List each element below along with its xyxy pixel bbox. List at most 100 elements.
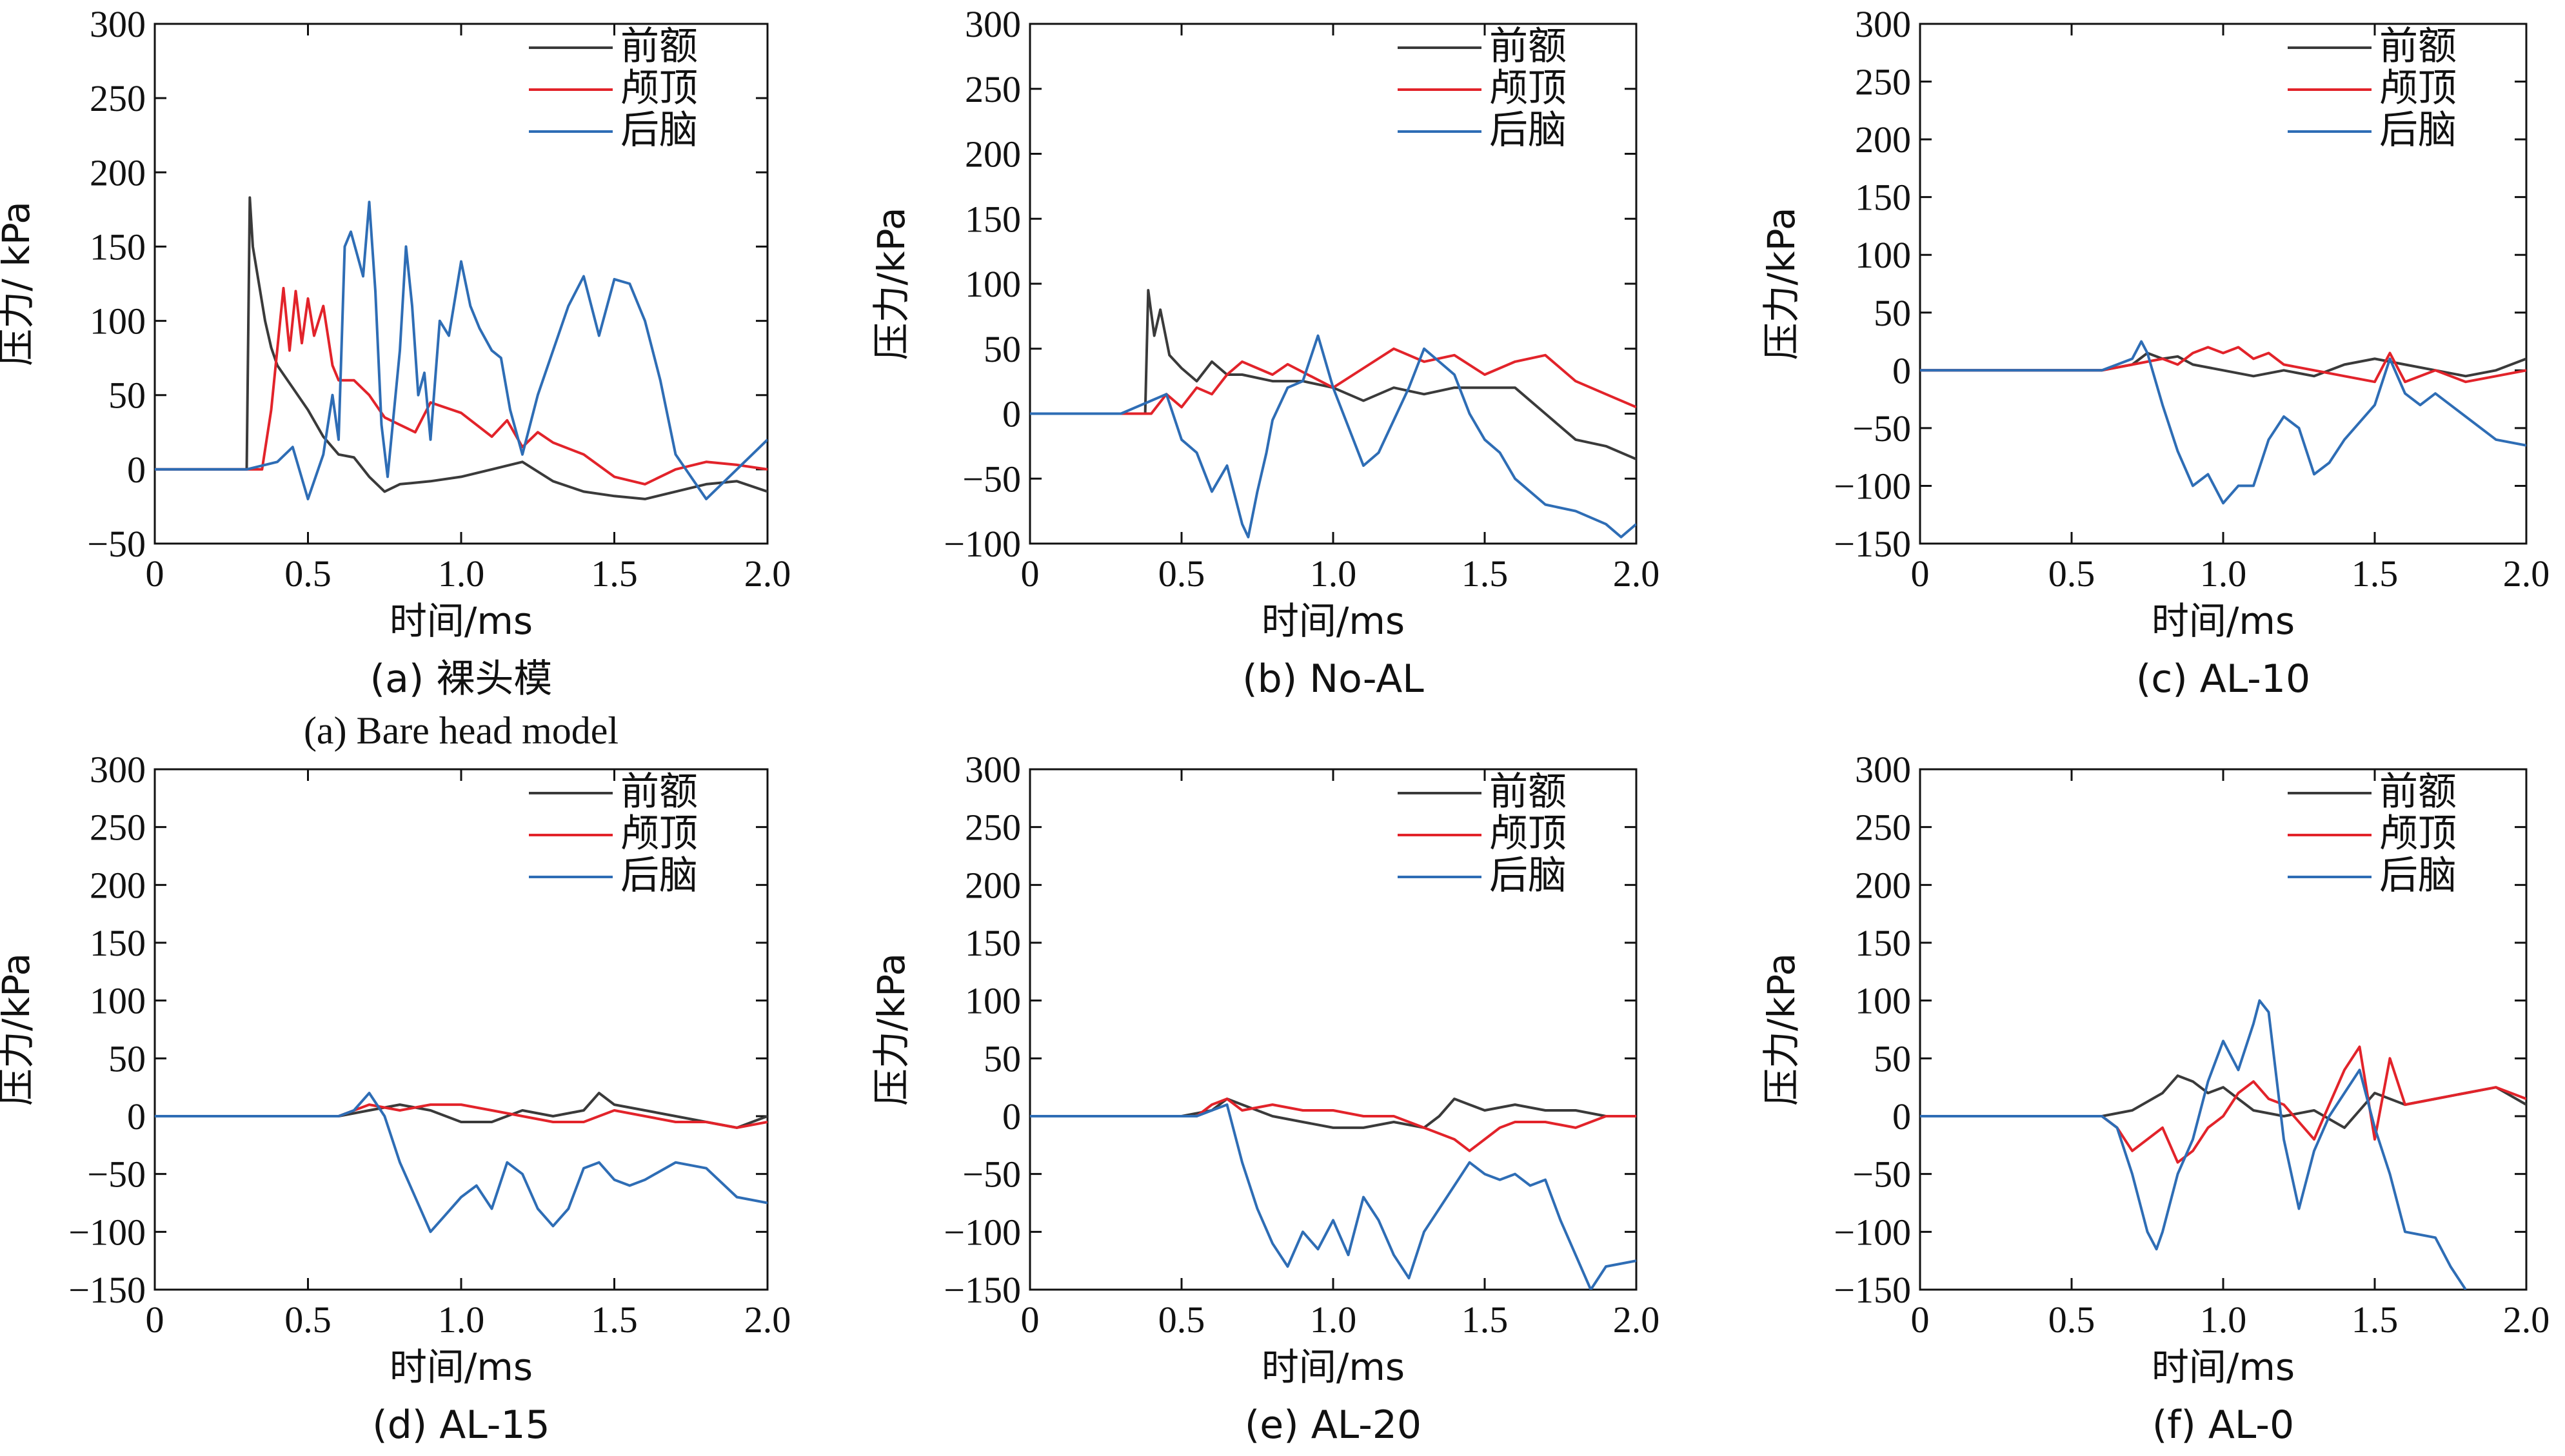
y-tick-label: 250 — [90, 807, 146, 849]
legend-label: 颅顶 — [620, 811, 698, 856]
y-tick-label: 100 — [1855, 980, 1911, 1022]
y-tick-label: 300 — [965, 749, 1021, 791]
chart-panel-5: 0 0.5 1.0 1.5 2.0 −150 −100 −50 0 50 100 150 200 250 3… — [869, 749, 1659, 1448]
y-tick-label: −50 — [962, 1154, 1021, 1195]
legend-label: 颅顶 — [1489, 66, 1567, 111]
y-tick-label: 250 — [965, 807, 1021, 849]
y-tick-label: −150 — [68, 1269, 146, 1311]
x-tick-label: 0.5 — [284, 553, 332, 595]
x-tick-label: 2.0 — [2503, 553, 2550, 595]
y-tick-label: 50 — [108, 1038, 146, 1079]
series-line-前额 — [155, 196, 768, 500]
y-tick-label: 150 — [1855, 922, 1911, 964]
legend-label: 后脑 — [1489, 853, 1567, 898]
x-tick-label: 1.0 — [2200, 1299, 2247, 1341]
y-tick-label: 200 — [1855, 119, 1911, 161]
y-axis-label: 压力/kPa — [869, 953, 913, 1106]
y-axis-label: 压力/kPa — [1759, 207, 1803, 360]
panel-caption: (f) AL-0 — [2152, 1402, 2294, 1448]
y-tick-label: −50 — [1852, 408, 1911, 449]
y-tick-label: 100 — [90, 300, 146, 342]
x-tick-label: 0.5 — [1158, 1299, 1205, 1341]
series-line-后脑 — [155, 1092, 768, 1234]
series-line-颅顶 — [155, 1103, 768, 1129]
legend-label: 后脑 — [1489, 108, 1567, 153]
y-tick-label: −50 — [87, 1154, 146, 1195]
legend-label: 前额 — [620, 24, 698, 69]
y-tick-label: −150 — [944, 1269, 1021, 1311]
y-tick-label: 150 — [965, 922, 1021, 964]
series-line-后脑 — [1920, 340, 2526, 505]
x-tick-label: 1.0 — [1310, 1299, 1357, 1341]
x-tick-label: 2.0 — [744, 553, 791, 595]
x-axis-label: 时间/ms — [2152, 599, 2295, 643]
y-tick-label: 250 — [1855, 807, 1911, 849]
chart-panel-2: 0 0.5 1.0 1.5 2.0 −100 −50 0 50 100 150 200 250 300 时间… — [869, 3, 1659, 702]
panel-caption: (c) AL-10 — [2136, 656, 2310, 702]
y-tick-label: −100 — [944, 523, 1021, 565]
legend-label: 前额 — [2379, 769, 2457, 814]
series-line-后脑 — [1920, 999, 2467, 1290]
series-line-后脑 — [1030, 1103, 1636, 1290]
x-tick-label: 0 — [146, 1299, 164, 1341]
x-tick-label: 0.5 — [2048, 1299, 2095, 1341]
x-tick-label: 2.0 — [1613, 553, 1660, 595]
y-tick-label: 200 — [90, 864, 146, 906]
x-tick-label: 2.0 — [744, 1299, 791, 1341]
x-tick-label: 0.5 — [284, 1299, 332, 1341]
y-tick-label: 200 — [965, 133, 1021, 175]
y-axis-label: 压力/kPa — [869, 207, 913, 360]
x-tick-label: 1.0 — [1310, 553, 1357, 595]
y-tick-label: −50 — [962, 458, 1021, 500]
panel-caption: (b) No-AL — [1242, 656, 1424, 702]
y-tick-label: 250 — [1855, 61, 1911, 103]
legend-label: 前额 — [2379, 24, 2457, 69]
x-tick-label: 0 — [1911, 1299, 1930, 1341]
legend-label: 颅顶 — [620, 66, 698, 111]
panel-caption: (a) 裸头模 — [370, 656, 553, 702]
x-axis-label: 时间/ms — [390, 1345, 533, 1389]
x-tick-label: 1.5 — [591, 553, 638, 595]
y-tick-label: 0 — [1892, 349, 1911, 391]
y-tick-label: 0 — [1002, 393, 1021, 435]
y-tick-label: 150 — [1855, 177, 1911, 219]
x-tick-label: 0 — [146, 553, 164, 595]
series-line-前额 — [1920, 1074, 2526, 1129]
x-tick-label: 1.5 — [1461, 553, 1509, 595]
series-line-后脑 — [1030, 334, 1636, 538]
x-tick-label: 0 — [1911, 553, 1930, 595]
y-axis-label: 压力/ kPa — [0, 201, 38, 366]
y-tick-label: 300 — [1855, 749, 1911, 791]
legend-label: 后脑 — [620, 853, 698, 898]
legend-label: 后脑 — [2379, 108, 2457, 153]
chart-panel-6: 0 0.5 1.0 1.5 2.0 −150 −100 −50 0 50 100 150 200 250 3… — [1759, 749, 2550, 1448]
x-tick-label: 1.0 — [438, 553, 485, 595]
y-tick-label: 100 — [965, 980, 1021, 1022]
x-tick-label: 1.0 — [438, 1299, 485, 1341]
x-axis-label: 时间/ms — [1262, 1345, 1405, 1389]
legend-label: 颅顶 — [2379, 66, 2457, 111]
x-tick-label: 0.5 — [2048, 553, 2095, 595]
y-tick-label: 50 — [1874, 1038, 1911, 1079]
y-tick-label: −150 — [1834, 1269, 1911, 1311]
series-line-颅顶 — [1030, 347, 1636, 415]
series-line-颅顶 — [155, 286, 768, 486]
legend-label: 前额 — [1489, 769, 1567, 814]
y-tick-label: −100 — [68, 1211, 146, 1253]
x-tick-label: 1.5 — [1461, 1299, 1509, 1341]
y-tick-label: 100 — [90, 980, 146, 1022]
y-tick-label: 0 — [1002, 1096, 1021, 1137]
y-tick-label: 300 — [90, 3, 146, 45]
legend-label: 后脑 — [620, 108, 698, 153]
y-tick-label: −100 — [1834, 465, 1911, 507]
x-tick-label: 1.5 — [2352, 1299, 2399, 1341]
series-line-颅顶 — [1920, 1045, 2526, 1164]
series-line-颅顶 — [1920, 346, 2526, 384]
y-axis-label: 压力/kPa — [0, 953, 38, 1106]
legend-label: 颅顶 — [1489, 811, 1567, 856]
y-tick-label: −50 — [1852, 1154, 1911, 1195]
y-tick-label: 100 — [965, 263, 1021, 305]
y-tick-label: 250 — [90, 77, 146, 119]
x-axis-label: 时间/ms — [390, 599, 533, 643]
